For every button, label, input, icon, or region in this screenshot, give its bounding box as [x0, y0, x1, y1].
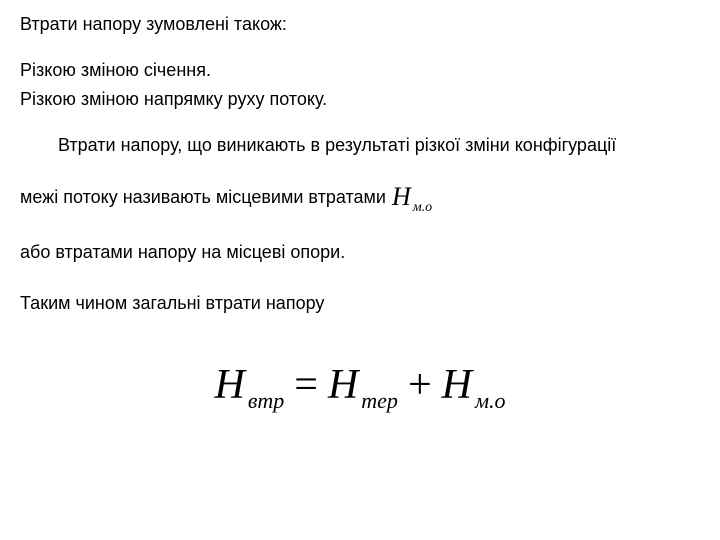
document-body: Втрати напору зумовлені також: Різкою зм…	[0, 0, 720, 414]
eq-term1-sym: H	[328, 357, 359, 414]
line-definition-3: або втратами напору на місцеві опори.	[20, 240, 700, 264]
main-equation: Hвтр = Hтер + Hм.о	[20, 357, 700, 414]
math-symbol-h: H	[392, 179, 411, 214]
line-intro: Втрати напору зумовлені також:	[20, 12, 700, 36]
eq-plus: +	[408, 357, 432, 414]
line-definition-1: Втрати напору, що виникають в результаті…	[20, 133, 700, 157]
spacer	[20, 115, 700, 133]
line-conclusion: Таким чином загальні втрати напору	[20, 291, 700, 315]
spacer	[20, 269, 700, 291]
line-cause-1: Різкою зміною січення.	[20, 58, 700, 82]
spacer	[20, 319, 700, 347]
eq-lhs-sub: втр	[248, 386, 284, 416]
spacer	[20, 218, 700, 240]
spacer	[20, 161, 700, 179]
line-definition-2-text: межі потоку називають місцевими втратами	[20, 185, 392, 209]
line-definition-2: межі потоку називають місцевими втратами…	[20, 179, 700, 214]
spacer	[20, 40, 700, 58]
eq-lhs-sym: H	[214, 357, 245, 414]
math-subscript-mo: м.о	[413, 199, 432, 218]
eq-equals: =	[294, 357, 318, 414]
eq-term1-sub: тер	[361, 386, 398, 416]
eq-term2-sub: м.о	[475, 386, 506, 416]
line-cause-2: Різкою зміною напрямку руху потоку.	[20, 87, 700, 111]
eq-term2-sym: H	[442, 357, 473, 414]
inline-math-h-mo: Hм.о	[392, 179, 432, 214]
